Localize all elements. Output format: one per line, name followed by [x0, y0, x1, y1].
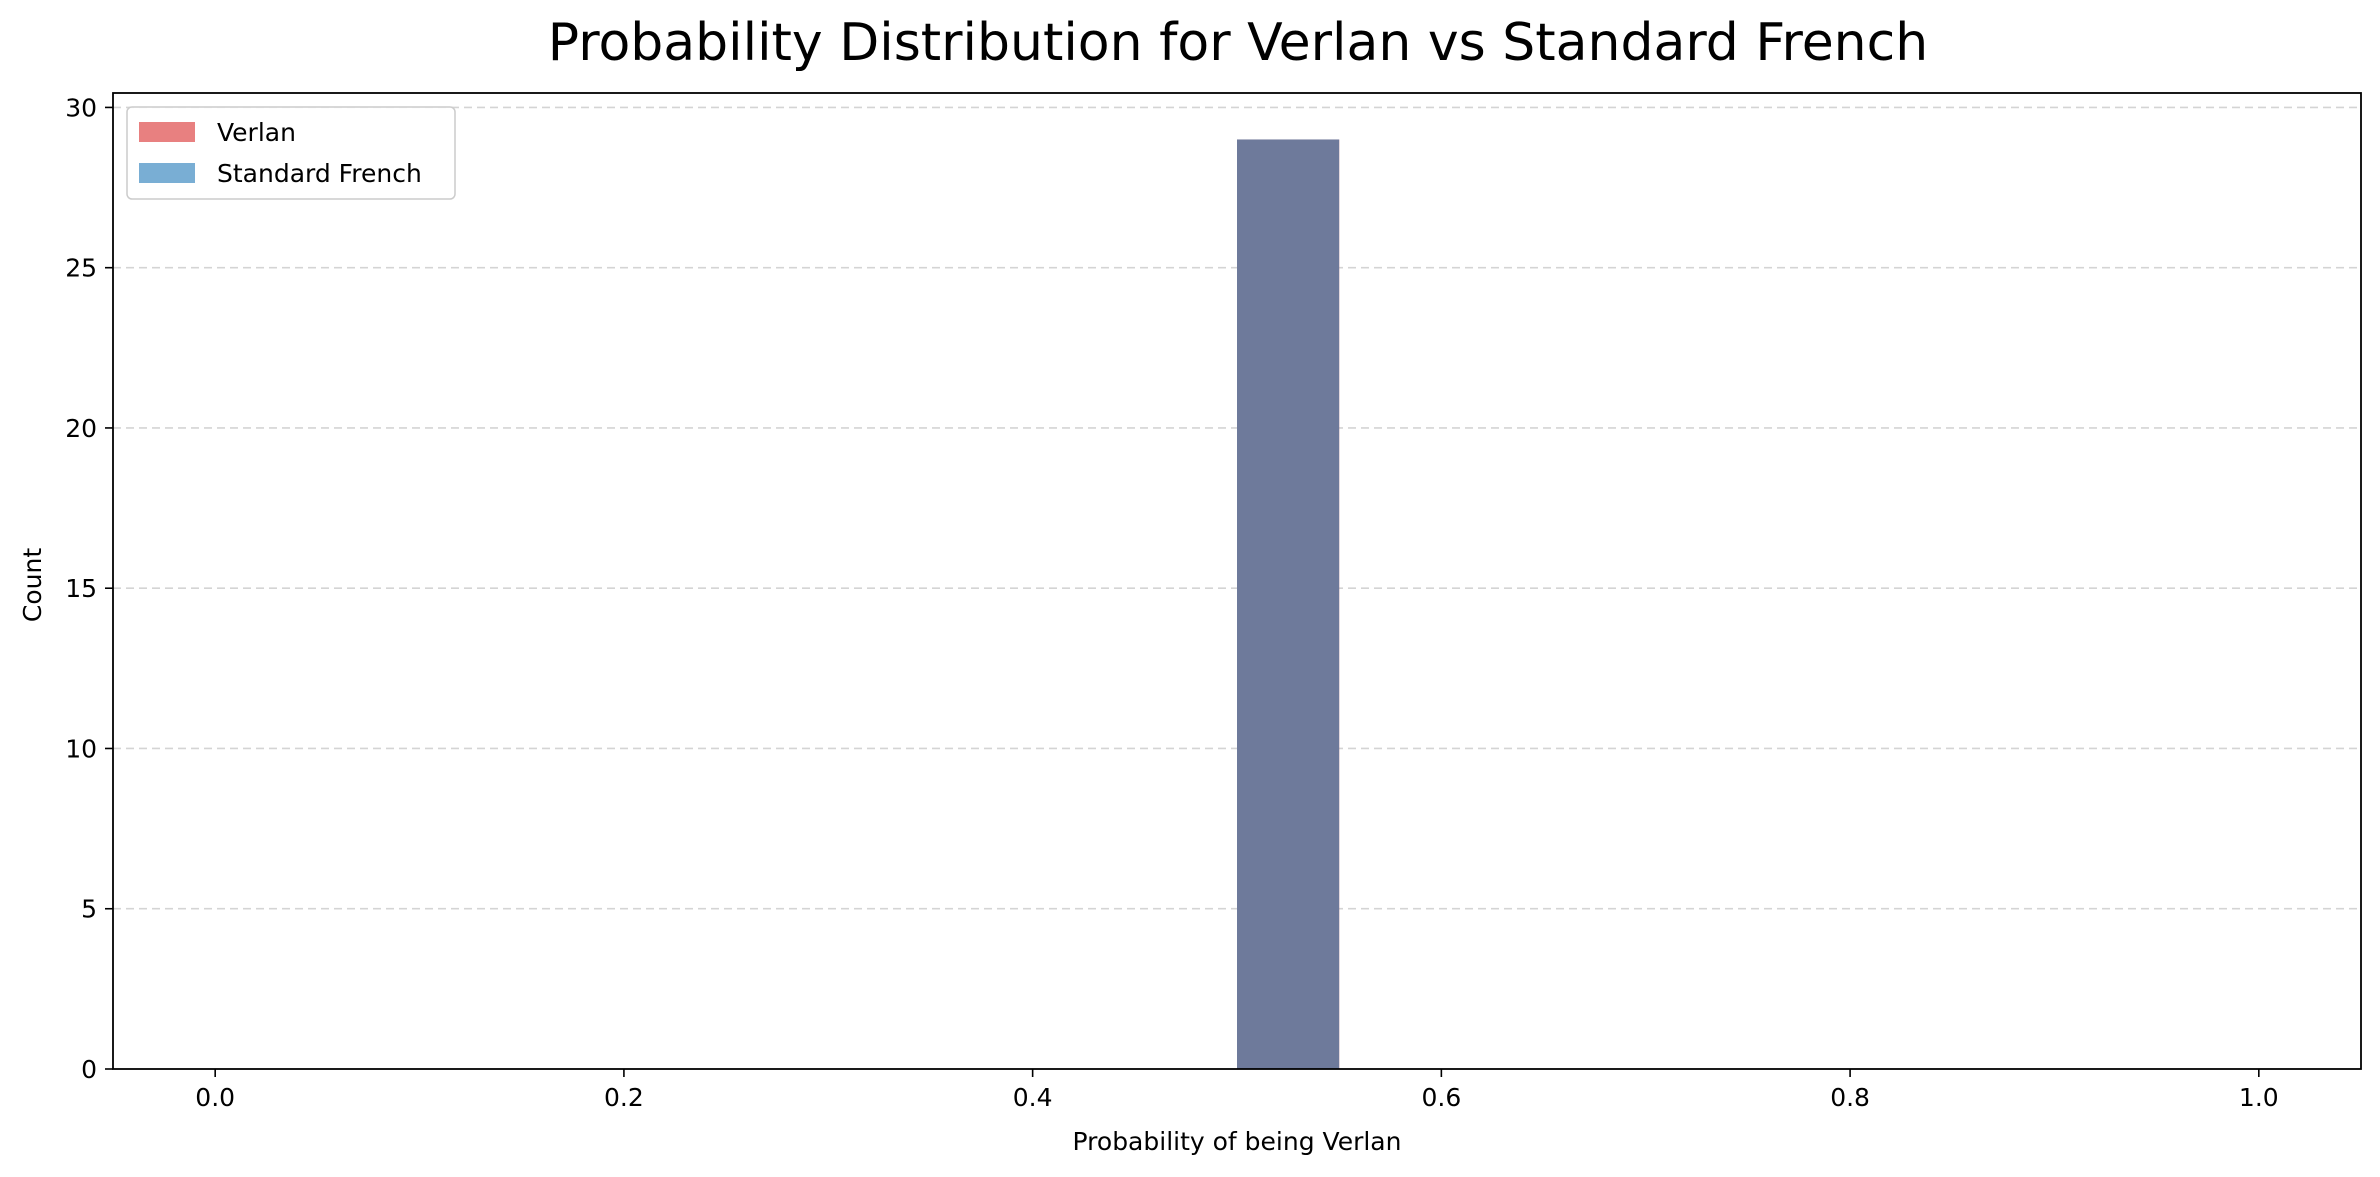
y-axis-title: Count	[18, 548, 47, 622]
x-axis-ticks: 0.0 0.2 0.4 0.6 0.8 1.0	[195, 1069, 2279, 1112]
bar-standard-french-0	[1237, 139, 1340, 1069]
x-tick-label: 0.2	[604, 1083, 644, 1112]
y-tick-label: 15	[65, 574, 97, 603]
y-tick-label: 20	[65, 414, 97, 443]
legend-box	[126, 106, 456, 200]
y-tick-label: 10	[65, 734, 97, 763]
plot-frame	[112, 92, 2362, 1070]
legend-label-standard-french: Standard French	[217, 159, 422, 188]
x-tick-label: 0.6	[1421, 1083, 1461, 1112]
y-tick-label: 0	[81, 1055, 97, 1084]
legend-label-verlan: Verlan	[217, 118, 296, 147]
x-tick-label: 0.0	[195, 1083, 235, 1112]
legend: Verlan Standard French	[126, 106, 456, 200]
bars	[1237, 139, 1340, 1069]
y-axis-ticks: 0 5 10 15 20 25 30	[65, 93, 113, 1084]
y-tick-label: 5	[81, 895, 97, 924]
y-tick-label: 25	[65, 254, 97, 283]
chart-title: Probability Distribution for Verlan vs S…	[548, 13, 1928, 73]
x-axis-title: Probability of being Verlan	[1073, 1127, 1402, 1156]
legend-swatch-standard-french	[139, 163, 195, 183]
y-tick-label: 30	[65, 93, 97, 122]
legend-swatch-verlan	[139, 122, 195, 142]
x-tick-label: 1.0	[2239, 1083, 2279, 1112]
x-tick-label: 0.4	[1013, 1083, 1053, 1112]
x-tick-label: 0.8	[1830, 1083, 1870, 1112]
